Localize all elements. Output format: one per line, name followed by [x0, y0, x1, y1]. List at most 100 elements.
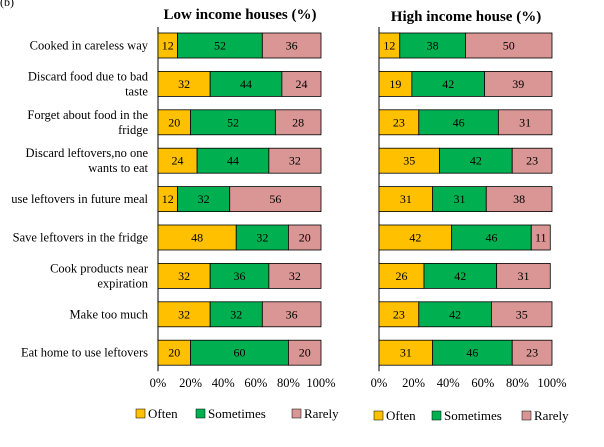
data-label: 28 — [292, 115, 304, 129]
data-label: 44 — [240, 77, 252, 91]
legend-label-sometimes: Sometimes — [208, 406, 266, 421]
data-label: 20 — [299, 231, 311, 245]
data-label: 24 — [172, 154, 184, 168]
bar-segment-rarely — [497, 109, 553, 136]
data-label: 42 — [470, 154, 482, 168]
bar-segment-often — [157, 224, 237, 251]
data-label: 46 — [453, 115, 465, 129]
bar-segment-often — [378, 339, 434, 366]
bar-segment-sometimes — [418, 109, 499, 136]
bar-segment-often — [378, 71, 413, 97]
bar-segment-sometimes — [235, 224, 289, 251]
data-label: 38 — [427, 39, 439, 53]
category-label: Save leftovers in the fridge — [13, 231, 149, 245]
x-tick-label: 20% — [402, 376, 425, 390]
data-label: 48 — [191, 231, 203, 245]
bar-segment-sometimes — [177, 186, 231, 213]
data-label: 50 — [503, 39, 515, 53]
category-label: wants to eat — [88, 161, 148, 175]
data-label: 12 — [383, 39, 395, 53]
data-label: 52 — [227, 115, 239, 129]
bar-segment-sometimes — [423, 262, 498, 289]
legend-swatch-sometimes — [431, 410, 442, 421]
data-label: 32 — [230, 307, 242, 321]
category-label: taste — [125, 84, 148, 98]
data-label: 31 — [400, 192, 412, 206]
legend-swatch-sometimes — [195, 408, 206, 419]
data-label: 36 — [286, 307, 298, 321]
legend-swatch-rarely — [291, 408, 302, 419]
data-label: 42 — [449, 307, 461, 321]
bar-segment-rarely — [281, 71, 322, 97]
bar-segment-rarely — [530, 224, 551, 251]
data-label: 35 — [403, 154, 415, 168]
legend-label-rarely: Rarely — [304, 406, 339, 421]
data-label: 20 — [168, 346, 180, 360]
x-tick-label: 80% — [506, 376, 529, 390]
x-tick-label: 0% — [371, 376, 388, 390]
bar-segment-sometimes — [209, 301, 263, 328]
data-label: 32 — [178, 77, 190, 91]
data-label: 44 — [227, 154, 239, 168]
data-label: 46 — [466, 346, 478, 360]
x-tick-label: 60% — [244, 376, 267, 390]
data-label: 31 — [453, 192, 465, 206]
category-label: Cooked in careless way — [30, 39, 149, 53]
category-label: Forget about food in the — [27, 108, 148, 122]
data-label: 32 — [256, 231, 268, 245]
x-tick-label: 100% — [537, 376, 566, 390]
data-label: 52 — [214, 39, 226, 53]
data-label: 20 — [168, 115, 180, 129]
bar-segment-often — [378, 301, 420, 328]
data-label: 24 — [295, 77, 307, 91]
data-label: 32 — [178, 307, 190, 321]
bar-segment-sometimes — [418, 301, 492, 328]
data-label: 23 — [393, 115, 405, 129]
data-label: 26 — [395, 269, 407, 283]
bar-segment-sometimes — [411, 71, 485, 97]
bar-segment-sometimes — [432, 186, 487, 213]
x-tick-label: 40% — [437, 376, 460, 390]
category-label: Discard leftovers,no one — [25, 146, 148, 160]
bar-segment-often — [157, 262, 211, 289]
category-label: Eat home to use leftovers — [21, 346, 148, 360]
category-label: expiration — [97, 276, 148, 290]
bar-segment-sometimes — [451, 224, 532, 251]
data-label: 42 — [409, 231, 421, 245]
data-label: 12 — [162, 192, 174, 206]
data-label: 46 — [485, 231, 497, 245]
x-tick-label: 100% — [306, 376, 335, 390]
data-label: 36 — [234, 269, 246, 283]
x-tick-label: 20% — [179, 376, 202, 390]
bar-segment-rarely — [268, 147, 322, 174]
x-tick-label: 40% — [212, 376, 235, 390]
category-label: fridge — [118, 123, 148, 137]
bar-segment-rarely — [261, 32, 322, 59]
legend-label-often: Often — [148, 406, 178, 421]
data-label: 11 — [535, 231, 547, 245]
legend-label-rarely: Rarely — [534, 408, 569, 423]
data-label: 42 — [454, 269, 466, 283]
bar-segment-often — [378, 109, 420, 136]
bar-segment-sometimes — [209, 262, 270, 289]
bar-segment-rarely — [261, 301, 322, 328]
data-label: 20 — [299, 346, 311, 360]
data-label: 32 — [289, 154, 301, 168]
bar-segment-rarely — [287, 224, 322, 251]
data-label: 38 — [513, 192, 525, 206]
data-label: 19 — [389, 77, 401, 91]
data-label: 31 — [400, 346, 412, 360]
bar-segment-sometimes — [209, 71, 283, 97]
bar-segment-often — [378, 224, 453, 251]
bar-segment-rarely — [511, 147, 553, 174]
legend-swatch-often — [135, 408, 146, 419]
figure-label: (b) — [0, 0, 14, 9]
data-label: 23 — [393, 307, 405, 321]
x-tick-label: 0% — [150, 376, 167, 390]
legend-swatch-often — [373, 410, 384, 421]
bar-segment-rarely — [491, 301, 553, 328]
data-label: 42 — [442, 77, 454, 91]
category-label: Cook products near — [50, 261, 149, 275]
bar-segment-sometimes — [439, 147, 513, 174]
